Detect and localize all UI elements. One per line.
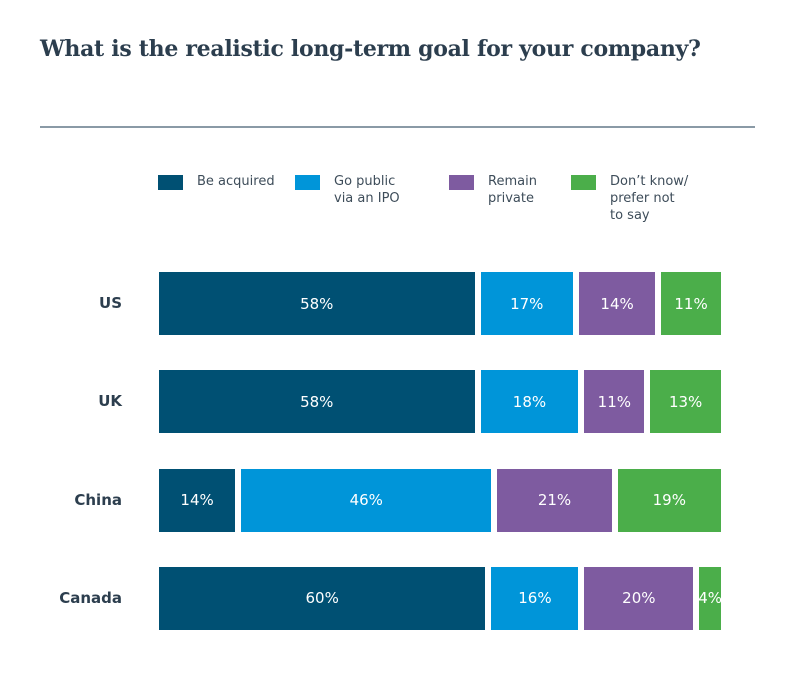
bar-segment: 21% (497, 468, 612, 532)
legend-label: Go public via an IPO (334, 174, 400, 206)
category-label: Canada (59, 588, 122, 607)
category-label: US (99, 294, 122, 312)
legend-swatch (158, 175, 183, 190)
bar-segment: 17% (480, 272, 573, 335)
legend-swatch (295, 175, 320, 190)
data-label: 16% (518, 589, 552, 608)
data-label: 58% (300, 294, 334, 313)
data-label: 11% (597, 392, 632, 411)
data-label: 58% (300, 392, 334, 411)
bar-segment: 58% (159, 370, 475, 434)
title-divider (40, 126, 755, 128)
category-label: China (74, 490, 122, 509)
legend-label: Remain private (488, 174, 537, 206)
bar-segment: 4% (698, 566, 723, 630)
legend-item: Be acquired (158, 174, 275, 190)
bar-segment: 18% (480, 370, 579, 434)
legend-label: Don’t know/ prefer not to say (610, 174, 689, 223)
legend-item: Go public via an IPO (295, 174, 400, 207)
data-label: 14% (600, 294, 634, 313)
bar-segment: 46% (241, 468, 492, 532)
data-label: 19% (652, 491, 686, 510)
legend-item: Don’t know/ prefer not to say (571, 174, 689, 224)
bar-segment: 11% (661, 272, 721, 335)
legend-item: Remain private (449, 174, 537, 207)
data-label: 18% (512, 392, 547, 411)
bar-segment: 13% (650, 370, 721, 434)
data-label: 21% (537, 491, 572, 510)
chart-title: What is the realistic long-term goal for… (40, 36, 701, 62)
bar-segment: 11% (584, 370, 645, 434)
data-label: 4% (698, 589, 723, 608)
bar-segment: 60% (159, 566, 486, 630)
data-label: 60% (305, 589, 339, 608)
bar-segment: 14% (159, 468, 236, 532)
legend-label: Be acquired (197, 174, 275, 189)
category-label: UK (98, 392, 122, 411)
legend-swatch (449, 175, 474, 190)
data-label: 11% (674, 294, 708, 313)
bar-segment: 20% (584, 566, 694, 630)
data-label: 17% (510, 294, 544, 313)
bar-segment: 14% (579, 272, 656, 335)
bar-segment: 19% (617, 468, 721, 532)
data-label: 14% (180, 491, 214, 510)
bar-segment: 16% (491, 566, 579, 630)
legend-swatch (571, 175, 596, 190)
data-label: 20% (622, 589, 656, 608)
bar-segment: 58% (159, 272, 475, 335)
data-label: 46% (349, 491, 383, 510)
data-label: 13% (668, 392, 703, 411)
